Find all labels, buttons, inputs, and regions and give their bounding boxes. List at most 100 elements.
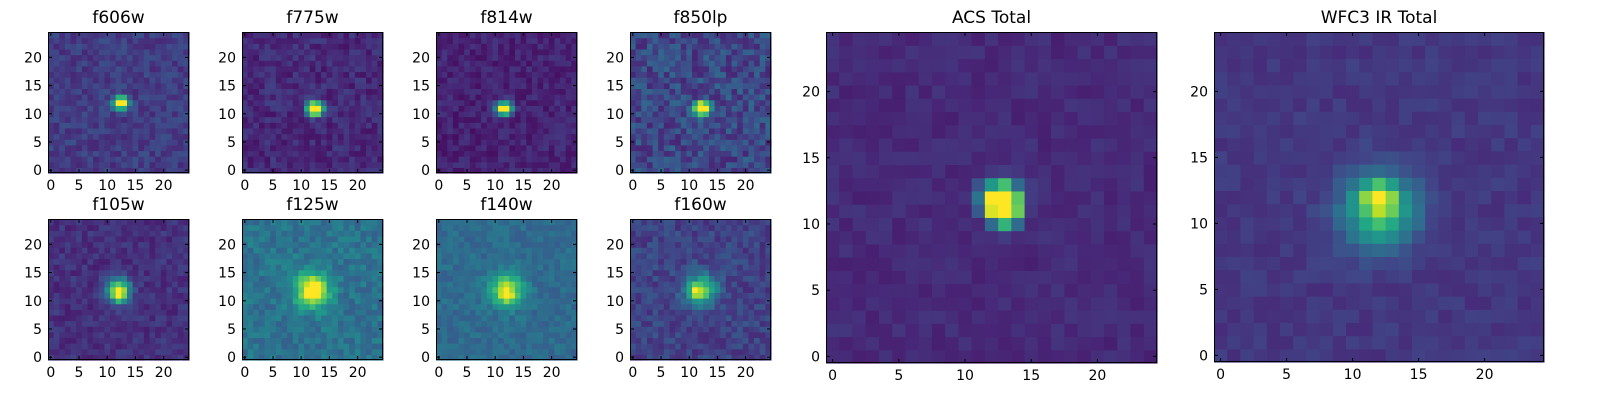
heatmap-cell [258,48,266,56]
heatmap-cell [177,292,184,299]
heatmap-cell [452,127,460,135]
heatmap-cell [160,343,168,350]
heatmap-cell [646,82,654,89]
heatmap-cell [742,343,750,350]
heatmap-cell [481,252,488,260]
heatmap-cell [247,133,254,140]
heatmap-cell [571,331,578,339]
heatmap-cell [360,133,367,140]
heatmap-cell [742,71,750,78]
heatmap-cell [641,65,648,73]
heatmap-cell [641,71,648,78]
heatmap-cell [110,337,117,344]
heatmap-cell [675,144,682,152]
heatmap-cell [503,150,510,157]
heatmap-cell [304,65,311,73]
heatmap-cell [464,82,471,89]
heatmap-cell [641,354,648,361]
heatmap-cell [281,144,288,152]
heatmap-cell [264,167,271,174]
heatmap-cell [81,258,89,265]
heatmap-cell [652,77,659,84]
heatmap-cell [320,88,328,95]
heatmap-cell [669,320,676,327]
heatmap-cell [469,161,477,168]
heatmap-cell [646,286,654,293]
heatmap-cell [498,281,505,288]
heatmap-cell [126,110,134,118]
heatmap-cell [475,54,482,61]
heatmap-cell [514,354,522,361]
heatmap-cell [646,297,654,305]
heatmap-cell [675,32,682,39]
heatmap-cell [349,127,356,135]
heatmap-cell [270,82,277,89]
heatmap-cell [98,150,105,157]
heatmap-cell [571,235,578,243]
heatmap-cell [646,292,654,299]
heatmap-cell [309,139,316,146]
heatmap-cell [281,343,288,350]
heatmap-cell [332,71,339,78]
heatmap-cell [754,94,761,101]
heatmap-cell [138,133,145,140]
heatmap-cell [548,247,556,254]
heatmap-cell [81,139,89,146]
heatmap-cell [155,127,162,135]
heatmap-cell [270,235,277,243]
heatmap-cell [138,219,145,226]
heatmap-cell [115,54,122,61]
heatmap-cell [115,286,122,293]
heatmap-cell [343,139,350,146]
heatmap-cell [81,110,89,118]
heatmap-cell [309,48,316,56]
heatmap-cell [436,343,443,350]
heatmap-cell [98,48,105,56]
heatmap-cell [748,139,755,146]
heatmap-cell [447,65,454,73]
heatmap-cell [64,71,72,78]
heatmap-cell [509,252,516,260]
heatmap-cell [658,292,665,299]
heatmap-cell [641,326,648,333]
heatmap-cell [680,320,687,327]
heatmap-cell [309,303,316,310]
heatmap-cell [441,60,448,67]
heatmap-cell [360,37,367,44]
heatmap-cell [646,337,654,344]
heatmap-cell [565,65,572,73]
heatmap-cell [48,156,55,163]
heatmap-cell [354,252,362,260]
heatmap-cell [172,326,179,333]
heatmap-cell [166,354,173,361]
heatmap-cell [742,275,750,282]
heatmap-cell [503,348,510,355]
heatmap-cell [172,303,179,310]
heatmap-cell [571,99,578,106]
heatmap-cell [275,275,283,282]
heatmap-cell [115,167,122,174]
heatmap-cell [447,348,454,355]
heatmap-cell [486,65,493,73]
x-tick-label: 5 [75,178,84,194]
heatmap-cell [304,303,311,310]
heatmap-cell [320,337,328,344]
heatmap-cell [492,48,499,56]
heatmap-cell [731,54,738,61]
heatmap-cell [247,224,254,231]
heatmap-cell [354,105,362,112]
heatmap-cell [126,224,134,231]
heatmap-cell [692,354,699,361]
heatmap-cell [680,116,687,123]
heatmap-cell [458,105,465,112]
heatmap-cell [714,139,721,146]
heatmap-cell [663,303,671,310]
heatmap-cell [548,144,556,152]
heatmap-cell [315,32,322,39]
heatmap-cell [531,252,539,260]
heatmap-cell [287,144,294,152]
heatmap-cell [258,230,266,237]
heatmap-cell [93,122,100,129]
heatmap-cell [748,348,755,355]
heatmap-cell [70,275,77,282]
